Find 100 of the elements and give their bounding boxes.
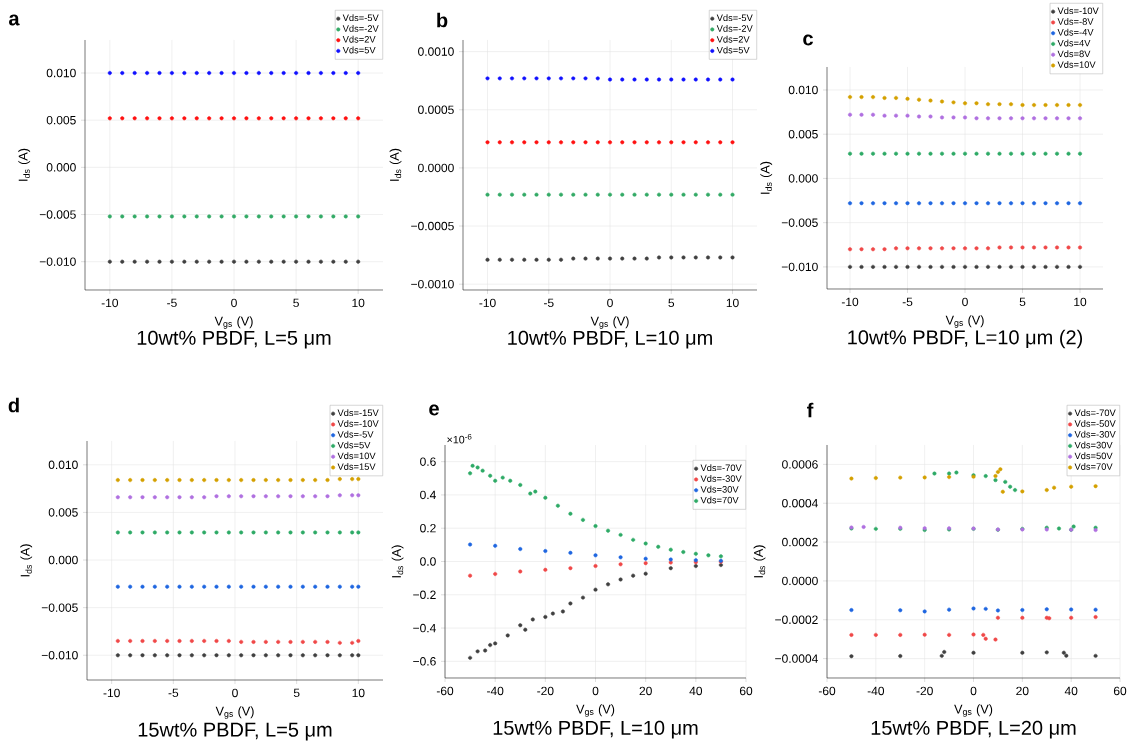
x-tick-label: -20 <box>537 686 554 696</box>
y-tick-label: 0.6 <box>420 457 436 466</box>
y-axis-title: I$_{ds}$ (A) <box>389 148 402 181</box>
y-tick-label: 0.0010 <box>418 47 454 56</box>
y-tick-label: 0.4 <box>420 490 436 500</box>
legend-label: Vds=-2V <box>342 25 379 32</box>
x-tick-label: 5 <box>668 298 675 308</box>
legend-label: Vds=70V <box>700 496 739 504</box>
legend-label: Vds=30V <box>700 485 739 493</box>
y-tick-label: 0.0006 <box>782 460 818 469</box>
legend-label: Vds=15V <box>337 463 376 470</box>
x-tick-label: 40 <box>1064 686 1078 696</box>
text: 15wt% PBDF, L=10 μm <box>493 720 698 739</box>
x-tick-label: -20 <box>916 686 933 696</box>
x-tick-label: -5 <box>167 298 177 308</box>
y-tick-label: 0.0 <box>420 557 436 566</box>
x-tick-label: 20 <box>639 686 652 696</box>
x-tick-label: 0 <box>970 686 977 696</box>
y-tick-label: −0.005 <box>41 603 78 612</box>
y-axis-title: I$_{ds}$ (A) <box>753 545 766 578</box>
y-axis-title: I$_{ds}$ (A) <box>760 161 773 194</box>
legend-label: Vds=-30V <box>1074 430 1116 438</box>
legend-label: Vds=2V <box>716 35 750 43</box>
y-tick-label: 0.0005 <box>418 105 454 115</box>
y-axis-title: I$_{ds}$ (A) <box>20 544 33 577</box>
text: 15wt% PBDF, L=5 μm <box>138 722 332 741</box>
x-tick-label: 40 <box>689 686 703 696</box>
legend-label: Vds=-10V <box>1057 7 1099 15</box>
x-tick-label: -40 <box>487 686 504 696</box>
y-tick-label: 0.0000 <box>418 163 454 173</box>
y-tick-label: −0.0002 <box>775 615 818 624</box>
legend-label: Vds=5V <box>342 46 376 54</box>
x-tick-label: -10 <box>479 298 496 308</box>
y-tick-label: 0.010 <box>48 460 78 470</box>
x-axis-title: V$_{gs}$ (V) <box>214 316 253 329</box>
y-tick-label: −0.005 <box>781 218 818 227</box>
x-tick-label: -5 <box>543 298 554 308</box>
text: 10wt% PBDF, L=10 μm (2) <box>848 329 1083 349</box>
x-tick-label: -40 <box>867 686 885 696</box>
legend-label: Vds=-30V <box>700 475 742 482</box>
y-tick-label: 0.000 <box>46 163 76 172</box>
text: e <box>429 404 439 416</box>
y-tick-label: −0.0004 <box>775 654 818 663</box>
legend-label: Vds=5V <box>337 441 371 449</box>
x-tick-label: -10 <box>101 298 119 308</box>
y-tick-label: 0.0004 <box>782 498 818 508</box>
legend-label: Vds=8V <box>1057 50 1091 58</box>
legend-label: Vds=-50V <box>1074 420 1116 427</box>
x-tick-label: 0 <box>962 297 968 307</box>
legend-label: Vds=70V <box>1074 463 1113 470</box>
x-tick-label: 5 <box>1019 297 1026 307</box>
legend-label: Vds=-5V <box>342 14 379 22</box>
text: f <box>807 402 814 418</box>
legend-label: Vds=-15V <box>337 409 379 417</box>
x-tick-label: 20 <box>1016 686 1029 696</box>
text: 10wt% PBDF, L=10 μm <box>508 330 712 349</box>
legend-label: Vds=-4V <box>1057 28 1094 36</box>
legend-label: Vds=-2V <box>716 25 753 32</box>
x-axis-title: V$_{gs}$ (V) <box>954 704 993 717</box>
x-tick-label: 10 <box>726 298 739 308</box>
y-tick-label: −0.6 <box>413 657 436 666</box>
y-tick-label: 0.005 <box>46 115 76 125</box>
text: ×10$^{-6}$ <box>447 433 472 444</box>
text: d <box>8 397 19 413</box>
y-tick-label: −0.2 <box>413 590 436 600</box>
legend-label: Vds=50V <box>1074 452 1113 460</box>
y-tick-label: −0.4 <box>413 623 436 633</box>
y-axis-title: I$_{ds}$ (A) <box>18 148 31 181</box>
y-axis-title: I$_{ds}$ (A) <box>391 545 404 578</box>
x-tick-label: 5 <box>293 688 300 698</box>
legend-label: Vds=-10V <box>337 420 379 427</box>
legend-label: Vds=10V <box>337 452 376 460</box>
x-axis-title: V$_{gs}$ (V) <box>576 704 615 717</box>
legend-label: Vds=2V <box>342 35 376 43</box>
y-tick-label: 0.010 <box>788 85 818 95</box>
y-tick-label: 0.000 <box>48 555 78 565</box>
x-axis-title: V$_{gs}$ (V) <box>215 706 254 719</box>
x-tick-label: 10 <box>352 688 365 698</box>
x-axis-title: V$_{gs}$ (V) <box>590 316 629 329</box>
y-tick-label: 0.2 <box>420 523 436 533</box>
x-tick-label: -10 <box>103 688 120 698</box>
text: c <box>803 34 813 46</box>
text: 10wt% PBDF, L=5 μm <box>137 330 331 349</box>
x-tick-label: 0 <box>607 298 613 308</box>
legend-label: Vds=-5V <box>337 430 374 438</box>
legend-label: Vds=-5V <box>716 14 753 22</box>
y-tick-label: −0.0010 <box>411 279 454 289</box>
x-tick-label: 60 <box>739 686 753 696</box>
y-tick-label: 0.005 <box>788 129 818 139</box>
x-tick-label: -5 <box>902 297 913 307</box>
legend-label: Vds=-8V <box>1057 18 1094 25</box>
y-tick-label: 0.010 <box>46 68 76 78</box>
y-tick-label: 0.000 <box>788 174 818 183</box>
text: a <box>9 14 20 26</box>
legend-label: Vds=30V <box>1074 441 1113 449</box>
text: b <box>437 12 448 28</box>
x-tick-label: 5 <box>293 298 299 308</box>
y-tick-label: −0.0005 <box>411 221 454 231</box>
y-tick-label: 0.0000 <box>782 576 818 586</box>
x-tick-label: 10 <box>352 298 365 308</box>
